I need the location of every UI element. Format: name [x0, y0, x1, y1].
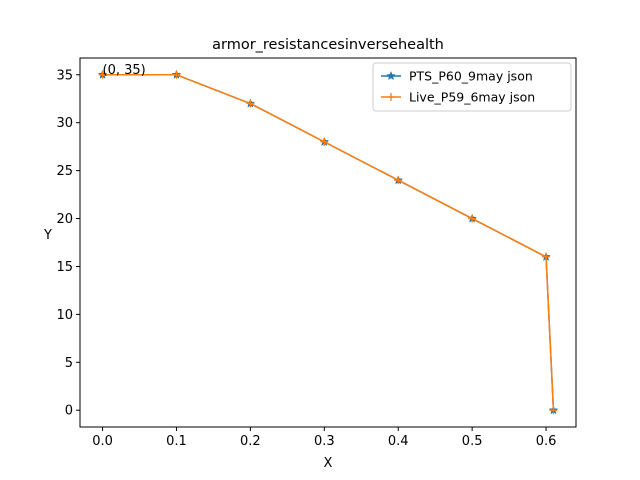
legend: PTS_P60_9may json Live_P59_6may json [372, 62, 572, 112]
annotation-layer: (0, 35) [103, 63, 146, 78]
data-point [542, 252, 551, 261]
legend-items: PTS_P60_9may json Live_P59_6may json [381, 69, 535, 105]
series-line [102, 74, 555, 411]
series-layer [97, 69, 559, 415]
y-tick-label: 15 [56, 260, 73, 275]
series-2 [98, 70, 558, 415]
data-point [394, 176, 403, 185]
x-tick-label: 0.2 [240, 434, 261, 449]
ticks-layer: 0.0 0.1 0.2 0.3 0.4 0.5 0.6 0 5 10 15 20 25 30 35 [56, 68, 556, 449]
y-tick-label: 35 [56, 68, 73, 83]
y-tick-label: 10 [56, 308, 73, 323]
x-tick-label: 0.3 [314, 434, 335, 449]
legend-label: PTS_P60_9may json [409, 69, 533, 84]
x-axis-label: X [324, 456, 333, 471]
x-tick-label: 0.6 [536, 434, 557, 449]
plot-area-frame [79, 57, 577, 428]
data-point [246, 99, 255, 108]
data-point [172, 70, 181, 79]
x-tick-label: 0.5 [462, 434, 483, 449]
x-tick-label: 0.4 [388, 434, 409, 449]
y-axis-label: Y [43, 228, 52, 243]
legend-marker [387, 93, 395, 101]
chart-title: armor_resistancesinversehealth [212, 37, 444, 53]
x-tick-label: 0.0 [92, 434, 113, 449]
legend-box [372, 62, 572, 112]
y-tick-label: 20 [56, 212, 73, 227]
data-point [549, 406, 558, 415]
legend-label: Live_P59_6may json [409, 90, 535, 105]
data-point [98, 70, 107, 79]
y-tick-label: 30 [56, 116, 73, 131]
x-tick-label: 0.1 [166, 434, 187, 449]
y-tick-label: 5 [65, 356, 73, 371]
y-tick-label: 0 [65, 404, 73, 419]
y-tick-label: 25 [56, 164, 73, 179]
legend-marker [386, 70, 396, 81]
data-annotation: (0, 35) [103, 63, 146, 78]
data-point [468, 214, 477, 223]
data-point [320, 137, 329, 146]
